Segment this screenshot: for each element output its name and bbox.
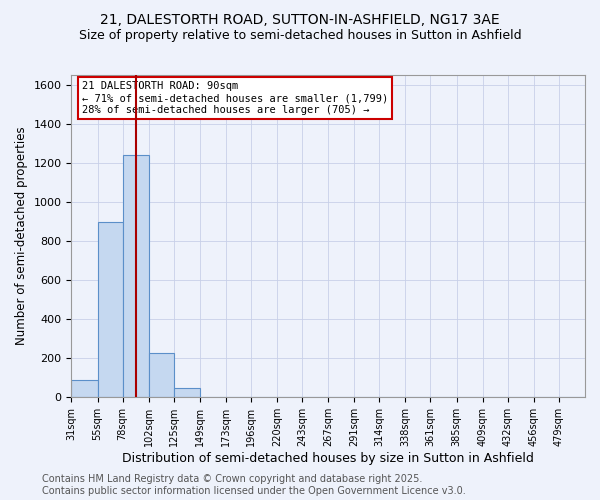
Bar <box>149 354 173 398</box>
Y-axis label: Number of semi-detached properties: Number of semi-detached properties <box>15 127 28 346</box>
X-axis label: Distribution of semi-detached houses by size in Sutton in Ashfield: Distribution of semi-detached houses by … <box>122 452 534 465</box>
Text: Contains HM Land Registry data © Crown copyright and database right 2025.
Contai: Contains HM Land Registry data © Crown c… <box>42 474 466 496</box>
Bar <box>122 155 149 398</box>
Text: 21 DALESTORTH ROAD: 90sqm
← 71% of semi-detached houses are smaller (1,799)
28% : 21 DALESTORTH ROAD: 90sqm ← 71% of semi-… <box>82 82 388 114</box>
Bar <box>71 380 98 398</box>
Text: 21, DALESTORTH ROAD, SUTTON-IN-ASHFIELD, NG17 3AE: 21, DALESTORTH ROAD, SUTTON-IN-ASHFIELD,… <box>100 12 500 26</box>
Text: Size of property relative to semi-detached houses in Sutton in Ashfield: Size of property relative to semi-detach… <box>79 28 521 42</box>
Bar <box>173 388 200 398</box>
Bar <box>98 222 122 398</box>
